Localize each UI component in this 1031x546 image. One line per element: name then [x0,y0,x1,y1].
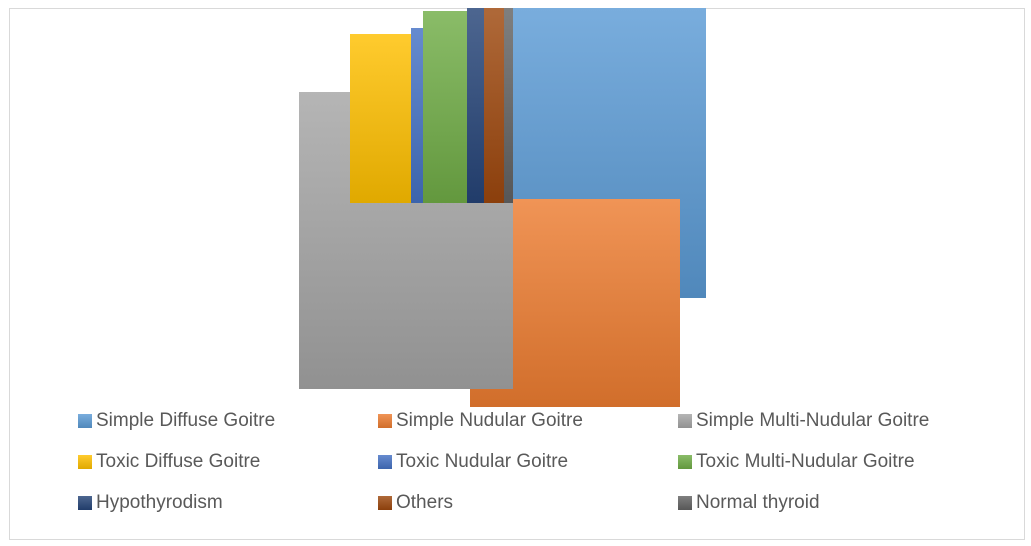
legend-item: Toxic Multi-Nudular Goitre [678,449,1018,475]
legend-label: Toxic Diffuse Goitre [96,451,261,472]
legend-item: Toxic Diffuse Goitre [78,449,378,475]
legend-label: Others [396,492,454,513]
legend-label: Hypothyrodism [96,492,223,513]
chart-legend: Simple Diffuse Goitre Simple Nudular Goit… [78,408,1018,516]
legend-item: Others [378,490,678,516]
legend-swatch [678,455,692,469]
legend-swatch [678,496,692,510]
legend-swatch [378,496,392,510]
legend-swatch [78,414,92,428]
legend-swatch [678,414,692,428]
legend-item: Normal thyroid [678,490,1018,516]
legend-item: Simple Nudular Goitre [378,408,678,434]
legend-item: Simple Multi-Nudular Goitre [678,408,1018,434]
chart-block-toxic-diffuse-goitre [350,34,411,203]
legend-swatch [378,414,392,428]
legend-label: Normal thyroid [696,492,820,513]
legend-swatch [78,496,92,510]
legend-item: Simple Diffuse Goitre [78,408,378,434]
legend-swatch [378,455,392,469]
legend-label: Simple Diffuse Goitre [96,410,276,431]
legend-item: Hypothyrodism [78,490,378,516]
chart-block-normal-thyroid [504,8,513,203]
chart-block-toxic-nudular-goitre [411,28,423,203]
legend-swatch [78,455,92,469]
chart-block-hypothyrodism [467,8,484,203]
legend-label: Simple Nudular Goitre [396,410,583,431]
chart-block-others [484,8,504,203]
legend-item: Toxic Nudular Goitre [378,449,678,475]
legend-label: Simple Multi-Nudular Goitre [696,410,930,431]
legend-label: Toxic Multi-Nudular Goitre [696,451,915,472]
chart-block-toxic-multi-nudular-goitre [423,11,467,203]
legend-label: Toxic Nudular Goitre [396,451,569,472]
